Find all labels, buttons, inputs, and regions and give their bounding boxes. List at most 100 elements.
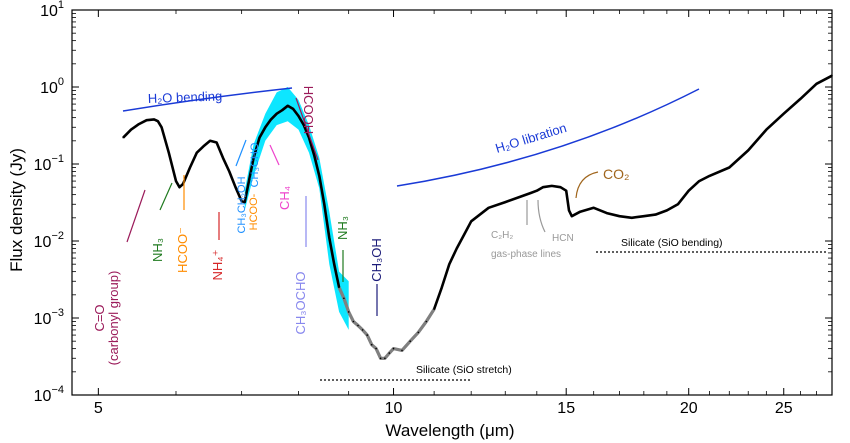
spectrum-point bbox=[782, 112, 785, 115]
y-tick-label: 10−2 bbox=[34, 230, 64, 251]
spectrum-point bbox=[654, 213, 657, 216]
x-tick-label: 10 bbox=[385, 400, 403, 417]
x-tick-label: 20 bbox=[680, 400, 698, 417]
y-tick-label: 10−4 bbox=[34, 384, 64, 405]
spectrum-point bbox=[379, 357, 382, 360]
spectrum-point bbox=[234, 186, 237, 188]
annotation-h2o-bending: H₂O bending bbox=[148, 88, 223, 106]
spectrum-point bbox=[448, 263, 451, 266]
spectrum-point bbox=[433, 308, 435, 311]
spectrum-line bbox=[122, 74, 833, 360]
y-tick-label: 101 bbox=[40, 0, 64, 20]
x-tick-label: 5 bbox=[94, 400, 103, 417]
spectrum-point bbox=[366, 334, 369, 336]
spectrum-point bbox=[666, 209, 668, 212]
spectrum-noisy-segment bbox=[337, 286, 436, 360]
spectrum-point bbox=[292, 108, 294, 110]
plot-frame bbox=[71, 9, 833, 396]
spectrum-point bbox=[281, 109, 284, 111]
spectrum-point bbox=[417, 331, 420, 334]
spectrum-point bbox=[370, 343, 373, 346]
spectrum-point bbox=[815, 83, 818, 85]
spectrum-point bbox=[747, 149, 749, 152]
spectrum-point bbox=[631, 217, 633, 219]
spectrum-point bbox=[222, 157, 224, 159]
spectrum-point bbox=[455, 247, 458, 250]
annotation-silicate-stretch: Silicate (SiO stretch) bbox=[416, 364, 512, 376]
axis-ticks-layer: 5 10 15 20 25 10−4 10−3 10−2 10−1 100 101 bbox=[34, 0, 833, 417]
h2o-bending-curve bbox=[122, 87, 293, 112]
spectrum-point bbox=[765, 128, 768, 131]
x-tick-label: 25 bbox=[775, 400, 793, 417]
annotation-leader-lines bbox=[126, 97, 599, 316]
spectrum-point bbox=[318, 175, 321, 177]
y-tick-label: 100 bbox=[40, 76, 64, 97]
spectrum-point bbox=[425, 320, 428, 323]
spectrum-point bbox=[463, 234, 465, 236]
spectrum-point bbox=[168, 151, 170, 154]
x-tick-label: 15 bbox=[557, 400, 575, 417]
spectrum-point bbox=[687, 189, 690, 192]
annotation-h2o-libration: H₂O libration bbox=[493, 120, 568, 156]
spectrum-point bbox=[303, 124, 305, 126]
annotation-ch3cho: CH₃CHO bbox=[249, 142, 261, 187]
cyan-uncertainty-band-layer bbox=[244, 87, 349, 330]
leader-ch3ch2oh bbox=[235, 139, 247, 167]
spectrum-point bbox=[175, 180, 177, 182]
spectrum-point bbox=[441, 286, 443, 289]
spectrum-point bbox=[392, 347, 395, 350]
spectrum-point bbox=[542, 186, 544, 188]
annotation-carbonyl: C=O bbox=[92, 304, 107, 331]
annotation-carbonyl-group: (carbonyl group) bbox=[106, 271, 121, 366]
leader-carbonyl bbox=[126, 189, 146, 243]
y-tick-label: 10−1 bbox=[34, 153, 64, 174]
spectrum-point bbox=[565, 189, 567, 192]
spectrum-point bbox=[343, 297, 345, 300]
spectrum-point bbox=[333, 263, 336, 266]
spectrum-point bbox=[571, 215, 573, 217]
spectrum-point bbox=[677, 203, 679, 206]
spectrum-point bbox=[196, 151, 198, 154]
leader-ch4 bbox=[269, 144, 280, 166]
spectrum-point bbox=[606, 212, 608, 214]
spectrum-point bbox=[215, 141, 218, 144]
spectrum-point bbox=[728, 166, 731, 169]
annotation-ch3oh: CH₃OH bbox=[369, 238, 384, 282]
leader-nh3-1 bbox=[159, 182, 173, 211]
annotation-hcoo-1: HCOO⁻ bbox=[175, 227, 190, 273]
spectrum-point bbox=[470, 220, 473, 223]
spectrum-point bbox=[243, 201, 246, 203]
annotation-gas-phase-lines: gas-phase lines bbox=[491, 249, 561, 260]
annotation-ch4: CH₄ bbox=[277, 186, 292, 210]
leader-co2 bbox=[575, 171, 599, 199]
annotation-nh3-2: NH₃ bbox=[335, 216, 350, 240]
leader-hcooh bbox=[295, 97, 319, 161]
spectrum-point bbox=[520, 195, 523, 198]
spectrum-point bbox=[401, 349, 403, 352]
spectrum-point bbox=[618, 215, 621, 217]
spectrum-point bbox=[536, 189, 538, 192]
spectrum-point bbox=[799, 98, 802, 100]
h2o-libration-curve bbox=[396, 88, 700, 187]
spectrum-point bbox=[361, 329, 364, 331]
spectrum-point bbox=[328, 237, 331, 239]
annotation-nh3-1: NH₃ bbox=[150, 238, 165, 262]
spectrum-point bbox=[122, 136, 124, 139]
spectrum-point bbox=[202, 145, 205, 148]
spectrum-point bbox=[264, 126, 267, 129]
spectrum-point bbox=[529, 192, 532, 194]
spectrum-point bbox=[153, 118, 155, 121]
spectrum-point bbox=[178, 186, 181, 188]
spectrum-point bbox=[297, 115, 300, 117]
annotation-hcoo-2: HCOO- bbox=[248, 193, 260, 230]
y-axis-label: Flux density (Jy) bbox=[7, 148, 26, 272]
annotation-hcn: HCN bbox=[552, 233, 574, 244]
spectrum-point bbox=[258, 136, 261, 139]
spectrum-point bbox=[130, 128, 132, 131]
annotation-silicate-bending: Silicate (SiO bending) bbox=[621, 237, 723, 249]
spectrum-point bbox=[228, 170, 231, 173]
spectrum-point bbox=[209, 140, 211, 142]
spectrum-point bbox=[286, 105, 289, 107]
spectrum-point bbox=[270, 118, 272, 121]
